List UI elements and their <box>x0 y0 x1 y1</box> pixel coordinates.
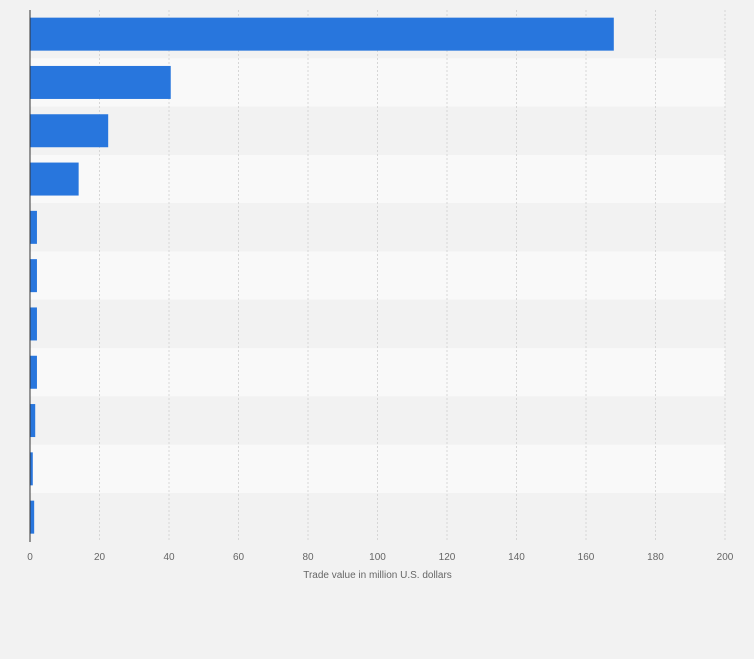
bar <box>30 452 33 486</box>
x-axis-title: Trade value in million U.S. dollars <box>303 570 452 581</box>
x-tick-label: 140 <box>508 552 525 563</box>
bar <box>30 210 37 244</box>
row-band <box>30 348 725 397</box>
bar <box>30 162 79 196</box>
x-tick-label: 60 <box>233 552 245 563</box>
bar <box>30 404 36 438</box>
bar <box>30 17 614 51</box>
row-band <box>30 396 725 445</box>
row-band <box>30 444 725 493</box>
row-band <box>30 493 725 542</box>
bar <box>30 65 171 99</box>
x-tick-label: 160 <box>578 552 595 563</box>
x-tick-label: 180 <box>647 552 664 563</box>
x-tick-label: 80 <box>302 552 314 563</box>
x-tick-label: 0 <box>27 552 33 563</box>
bar <box>30 259 37 293</box>
x-tick-label: 200 <box>717 552 734 563</box>
bar <box>30 114 109 148</box>
x-tick-label: 120 <box>439 552 456 563</box>
bars <box>30 17 614 534</box>
x-tick-labels: 0 20 40 60 80 100 120 140 160 180 200 <box>27 552 734 563</box>
bar <box>30 355 37 389</box>
x-tick-label: 100 <box>369 552 386 563</box>
gridlines <box>99 10 726 542</box>
bar <box>30 307 37 341</box>
bar <box>30 500 35 534</box>
x-tick-label: 40 <box>163 552 175 563</box>
x-tick-label: 20 <box>94 552 106 563</box>
